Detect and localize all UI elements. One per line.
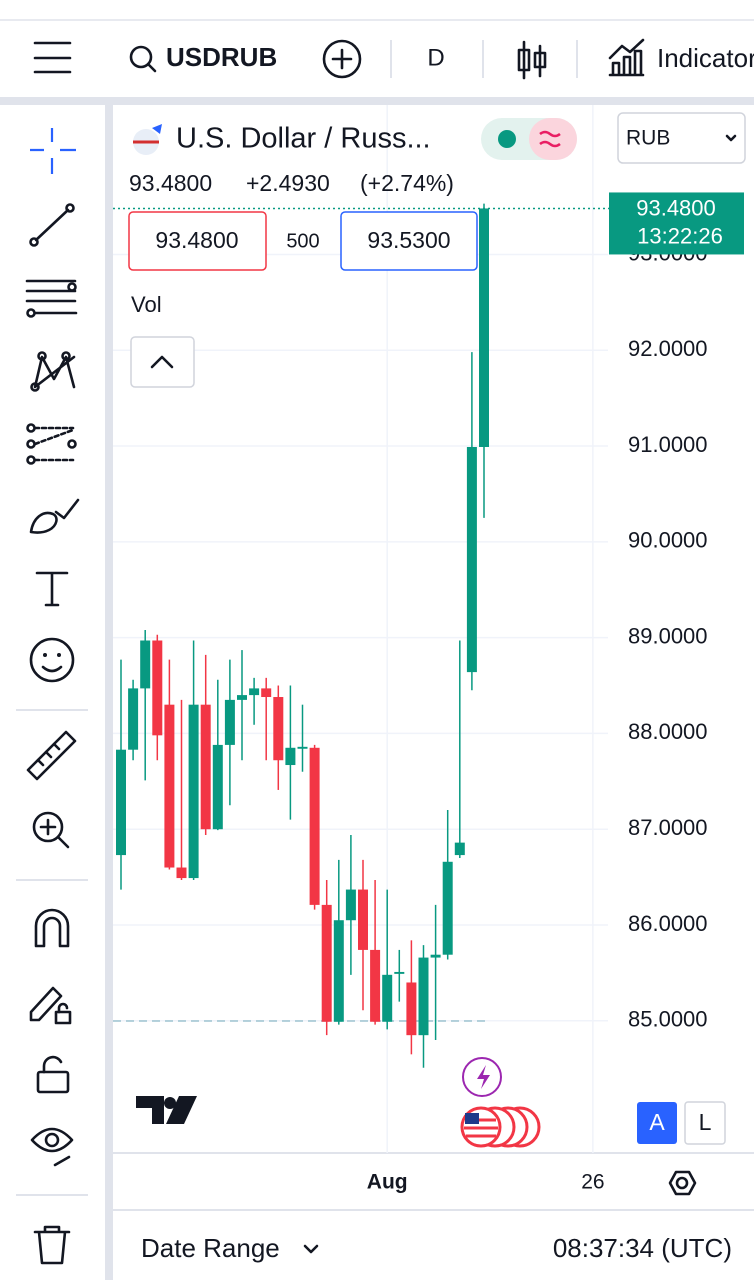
ask-price: 93.5300 — [367, 227, 450, 253]
x-tick-label: Aug — [367, 1171, 408, 1194]
candle-body — [261, 688, 272, 698]
candle-body — [200, 704, 211, 830]
candles — [116, 203, 489, 1068]
candle-body — [188, 704, 199, 879]
candle-body — [237, 695, 247, 700]
pattern-tool[interactable] — [30, 351, 76, 392]
log-scale-label: L — [699, 1109, 712, 1135]
candle-body — [321, 904, 332, 1022]
visibility-tool[interactable] — [30, 1127, 74, 1167]
candle-body — [140, 640, 151, 689]
countdown-label: 13:22:26 — [637, 223, 723, 248]
candle-body — [176, 867, 187, 879]
collapse-button[interactable] — [130, 336, 195, 388]
chart-type-button[interactable] — [517, 40, 547, 80]
settings-button[interactable] — [668, 1170, 697, 1196]
last-price: 93.4800 — [129, 170, 212, 196]
candle-body — [212, 744, 223, 830]
candle-body — [152, 640, 163, 736]
tradingview-logo — [136, 1096, 197, 1124]
candle-body — [430, 954, 441, 958]
candle-body — [164, 704, 175, 868]
price-change-percent: (+2.74%) — [360, 170, 454, 196]
scale-buttons: A L — [637, 1101, 726, 1145]
y-tick-label: 87.0000 — [628, 815, 708, 840]
y-tick-label: 85.0000 — [628, 1007, 708, 1032]
y-tick-label: 90.0000 — [628, 528, 708, 553]
crosshair-tool[interactable] — [30, 128, 76, 174]
candle-body — [333, 920, 344, 1022]
spread: 500 — [286, 230, 319, 252]
indicators-label: Indicators — [657, 43, 754, 73]
auto-scale-label: A — [649, 1109, 665, 1135]
text-tool[interactable] — [35, 571, 69, 607]
y-tick-label: 88.0000 — [628, 719, 708, 744]
candle-body — [442, 861, 453, 955]
date-range-button[interactable]: Date Range — [141, 1233, 319, 1263]
drawing-toolbar — [16, 128, 88, 1265]
candle-body — [273, 697, 284, 761]
candle-body — [116, 749, 126, 856]
currency: RUB — [626, 127, 670, 150]
last-price-box — [609, 192, 744, 255]
menu-button[interactable] — [33, 41, 72, 74]
symbol-title: U.S. Dollar / Russ... — [176, 123, 431, 155]
candle-body — [406, 982, 417, 1036]
y-tick-label: 89.0000 — [628, 623, 708, 648]
forecast-tool[interactable] — [26, 423, 77, 465]
last-price-label: 93.4800 — [636, 195, 716, 220]
indicators-clip: Indicators — [657, 43, 754, 73]
delete-tool[interactable] — [33, 1225, 71, 1265]
currency-select[interactable]: RUB — [617, 112, 746, 164]
candle-body — [370, 949, 381, 1022]
brush-tool[interactable] — [29, 498, 80, 534]
log-scale-button[interactable] — [684, 1101, 726, 1145]
y-tick-label: 91.0000 — [628, 432, 708, 457]
y-tick-label: 86.0000 — [628, 911, 708, 936]
sell-button[interactable] — [128, 211, 267, 271]
zoom-tool[interactable] — [32, 811, 70, 849]
fib-tool[interactable] — [25, 279, 78, 318]
date-range: Date Range — [141, 1233, 280, 1263]
events[interactable] — [460, 1057, 541, 1148]
compare-button[interactable] — [322, 39, 362, 79]
candle-body — [479, 208, 489, 447]
symbol: USDRUB — [166, 42, 277, 72]
lock-drawings[interactable] — [29, 986, 72, 1025]
candle-body — [358, 889, 368, 950]
price-change: +2.4930 — [246, 170, 330, 196]
buy-button[interactable] — [340, 211, 478, 271]
y-tick-label: 92.0000 — [628, 336, 708, 361]
legend: U.S. Dollar / Russ... 93.4800 +2.4930 (+… — [128, 118, 577, 388]
lock-tool[interactable] — [36, 1055, 70, 1094]
candle-body — [345, 889, 356, 921]
candle-body — [297, 746, 308, 749]
candle-body — [454, 842, 465, 856]
candle-body — [382, 974, 393, 1022]
x-tick-label: 26 — [581, 1171, 604, 1194]
candle-body — [128, 688, 139, 750]
candle-body — [418, 957, 429, 1036]
magnet-tool[interactable] — [34, 908, 70, 948]
candle-body — [224, 699, 235, 745]
bid-price: 93.4800 — [155, 227, 238, 253]
candle-body — [285, 747, 296, 766]
interval-button[interactable]: D — [427, 44, 444, 71]
emoji-tool[interactable] — [29, 637, 75, 683]
indicators-button[interactable]: Indicators — [608, 38, 754, 77]
symbol-search[interactable]: USDRUB — [129, 42, 277, 73]
candle-body — [466, 446, 477, 673]
ruler-tool[interactable] — [26, 730, 77, 781]
candle-body — [249, 688, 260, 696]
candle-body — [309, 747, 320, 905]
clock[interactable]: 08:37:34 (UTC) — [553, 1233, 732, 1263]
trendline-tool[interactable] — [29, 203, 75, 247]
candle-body — [394, 971, 405, 974]
volume-label: Vol — [131, 292, 162, 317]
price-axis: 85.0000 86.0000 87.0000 88.0000 89.0000 90.00… — [628, 240, 708, 1031]
auto-scale-button[interactable] — [637, 1102, 677, 1144]
